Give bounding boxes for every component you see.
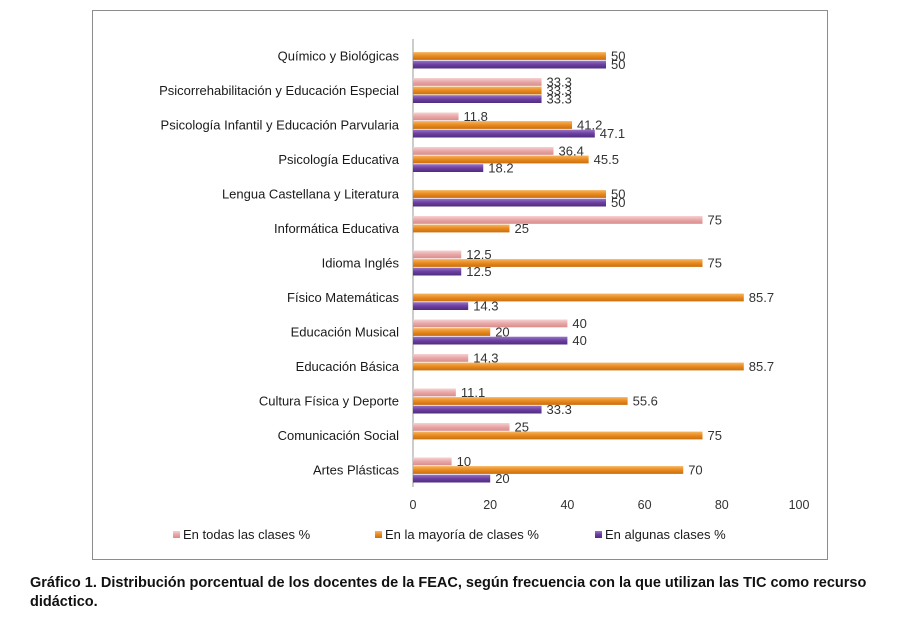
data-label: 85.7 — [749, 359, 774, 374]
data-label: 33.3 — [547, 75, 572, 90]
bar — [413, 328, 491, 336]
category-label: Informática Educativa — [274, 221, 400, 236]
bar — [413, 190, 606, 198]
data-label: 12.5 — [466, 264, 491, 279]
bar — [413, 319, 568, 328]
data-label: 75 — [708, 428, 722, 443]
bar — [413, 78, 542, 86]
data-label: 10 — [457, 454, 471, 469]
data-label: 85.7 — [749, 290, 774, 305]
bar — [413, 112, 459, 121]
data-label: 14.3 — [473, 299, 498, 314]
data-label: 18.2 — [488, 161, 513, 176]
data-label: 50 — [611, 49, 625, 64]
bar — [413, 155, 589, 164]
data-label: 25 — [515, 420, 529, 435]
bar — [413, 86, 542, 95]
bar — [413, 198, 606, 207]
data-label: 75 — [708, 213, 722, 228]
data-label: 12.5 — [466, 247, 491, 262]
bar — [413, 250, 462, 259]
category-label: Educación Musical — [291, 325, 399, 340]
bar — [413, 60, 606, 69]
data-label: 33.3 — [547, 402, 572, 417]
figure-caption: Gráfico 1. Distribución porcentual de lo… — [30, 575, 867, 610]
x-tick-label: 100 — [789, 498, 810, 512]
legend-swatch — [173, 531, 180, 538]
x-tick-label: 20 — [483, 498, 497, 512]
data-label: 50 — [611, 187, 625, 202]
bar — [413, 336, 568, 345]
bar — [413, 423, 510, 431]
category-label: Idioma Inglés — [322, 256, 400, 271]
bar — [413, 121, 573, 129]
bar — [413, 302, 469, 310]
x-tick-label: 60 — [638, 498, 652, 512]
bar — [413, 224, 510, 233]
data-label: 55.6 — [633, 394, 658, 409]
data-label: 11.8 — [464, 109, 488, 124]
data-label: 20 — [495, 325, 509, 340]
bar — [413, 147, 554, 155]
legend-entry: En la mayoría de clases % — [385, 527, 539, 542]
category-label: Psicorrehabilitación y Educación Especia… — [159, 83, 399, 98]
data-label: 50 — [611, 195, 625, 210]
category-label: Físico Matemáticas — [287, 290, 399, 305]
data-label: 70 — [688, 463, 702, 478]
data-label: 41.2 — [577, 118, 602, 133]
x-tick-label: 0 — [410, 498, 417, 512]
data-label: 75 — [708, 256, 722, 271]
bar — [413, 362, 744, 371]
bar — [413, 354, 469, 362]
category-label: Educación Básica — [296, 359, 400, 374]
bar — [413, 129, 595, 138]
bar — [413, 52, 606, 60]
category-label: Psicología Infantil y Educación Parvular… — [161, 118, 400, 133]
bar — [413, 457, 452, 466]
chart-frame: 0 20 40 60 80 100 Químico y Biológicas 50 50 Psi… — [92, 10, 828, 560]
data-label: 47.1 — [600, 126, 625, 141]
legend-swatch — [595, 531, 602, 538]
data-label: 25 — [515, 221, 529, 236]
legend-entry: En todas las clases % — [183, 527, 311, 542]
bar — [413, 164, 484, 172]
category-label: Químico y Biológicas — [278, 49, 400, 64]
category-label: Cultura Física y Deporte — [259, 394, 399, 409]
data-label: 40 — [572, 333, 586, 348]
bar — [413, 405, 542, 414]
data-label: 36.4 — [559, 144, 584, 159]
bar — [413, 466, 684, 474]
data-label: 33.3 — [547, 92, 572, 107]
data-label: 20 — [495, 471, 509, 486]
legend-entry: En algunas clases % — [605, 527, 726, 542]
data-label: 40 — [572, 316, 586, 331]
category-label: Artes Plásticas — [313, 463, 399, 478]
data-label: 50 — [611, 57, 625, 72]
bar — [413, 95, 542, 103]
category-label: Comunicación Social — [278, 428, 400, 443]
bar — [413, 474, 491, 483]
data-label: 14.3 — [473, 351, 498, 366]
bar — [413, 259, 703, 267]
bar — [413, 397, 628, 405]
data-label: 33.3 — [547, 83, 572, 98]
bar — [413, 431, 703, 440]
x-tick-label: 80 — [715, 498, 729, 512]
bar-chart: 0 20 40 60 80 100 Químico y Biológicas 5050Psi… — [159, 39, 810, 542]
data-label: 11.1 — [461, 385, 485, 400]
legend-swatch — [375, 531, 382, 538]
bar — [413, 267, 462, 276]
category-label: Lengua Castellana y Literatura — [222, 187, 400, 202]
bar — [413, 216, 703, 224]
category-label: Psicología Educativa — [278, 152, 399, 167]
bar — [413, 293, 744, 302]
data-label: 45.5 — [594, 152, 619, 167]
x-tick-label: 40 — [560, 498, 574, 512]
bar — [413, 388, 456, 397]
